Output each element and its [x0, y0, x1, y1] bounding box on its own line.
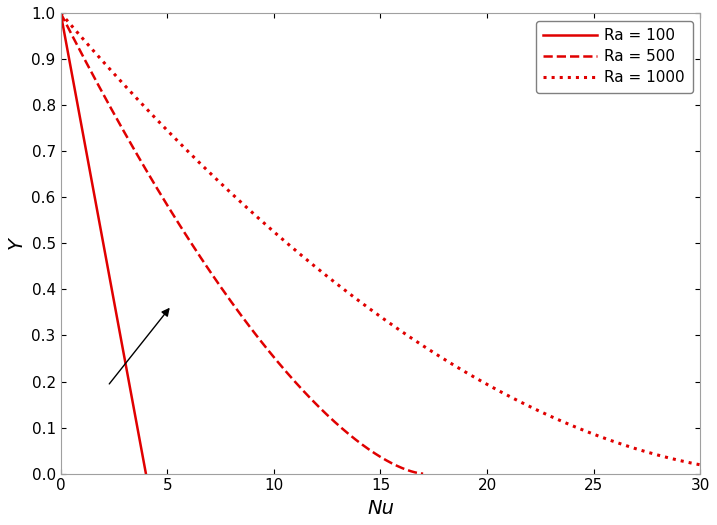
Ra = 500 [346, 432, 354, 438]
Ra = 1000 [533, 407, 542, 413]
Line: Ra = 100: Ra = 100 [61, 13, 146, 474]
Ra = 500 [203, 264, 212, 270]
Legend: Ra = 100, Ra = 500, Ra = 1000: Ra = 100, Ra = 500, Ra = 1000 [536, 20, 693, 93]
X-axis label: Nu: Nu [367, 499, 394, 518]
Ra = 100 [94, 213, 103, 219]
Ra = 500 [93, 81, 102, 87]
Line: Ra = 1000: Ra = 1000 [61, 13, 700, 465]
Ra = 1000 [57, 10, 65, 16]
Ra = 1000 [294, 249, 303, 256]
Ra = 500 [419, 470, 427, 477]
Ra = 100 [65, 57, 74, 63]
Ra = 500 [339, 426, 348, 433]
Ra = 1000 [158, 122, 166, 129]
Line: Ra = 500: Ra = 500 [61, 13, 423, 474]
Ra = 1000 [690, 460, 698, 467]
Y-axis label: Y: Y [7, 237, 26, 249]
Ra = 100 [57, 10, 65, 16]
Ra = 100 [115, 326, 123, 332]
Ra = 100 [123, 369, 131, 375]
Ra = 1000 [573, 425, 581, 431]
Ra = 100 [142, 470, 151, 477]
Ra = 1000 [695, 461, 704, 468]
Ra = 500 [305, 394, 314, 401]
Ra = 1000 [65, 20, 74, 26]
Ra = 100 [124, 377, 133, 384]
Ra = 500 [216, 283, 224, 289]
Ra = 500 [57, 10, 65, 16]
Ra = 100 [91, 196, 100, 203]
